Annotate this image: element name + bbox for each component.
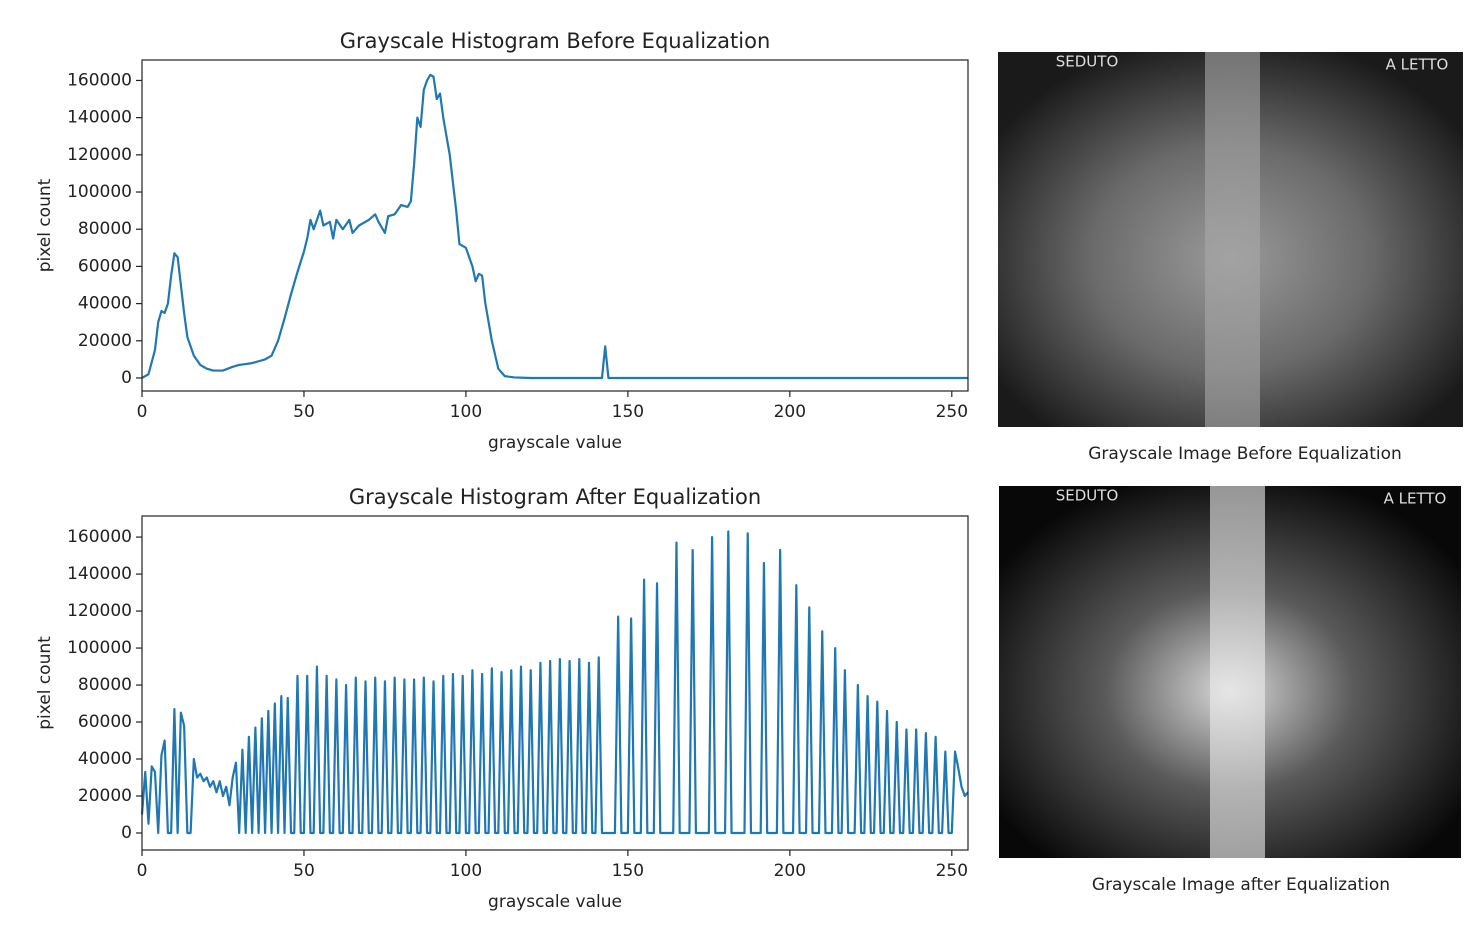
chart-title: Grayscale Histogram After Equalization	[349, 485, 761, 509]
x-tick-label: 200	[774, 402, 806, 422]
y-tick-label: 0	[121, 823, 132, 843]
image-label: SEDUTO	[1056, 53, 1119, 71]
x-tick-label: 200	[774, 861, 806, 881]
image-label: SEDUTO	[1056, 487, 1119, 505]
y-tick-label: 0	[121, 368, 132, 388]
x-tick-label: 250	[936, 861, 968, 881]
y-tick-label: 140000	[67, 564, 132, 584]
spine-shadow	[1210, 486, 1265, 858]
y-tick-label: 120000	[67, 145, 132, 165]
histogram-line	[140, 530, 969, 835]
y-tick-label: 60000	[78, 712, 132, 732]
image-caption: Grayscale Image Before Equalization	[1088, 444, 1402, 464]
y-tick-label: 80000	[78, 219, 132, 239]
y-tick-label: 20000	[78, 786, 132, 806]
y-tick-label: 160000	[67, 70, 132, 90]
histogram-line	[141, 73, 968, 380]
spine-shadow	[1205, 52, 1260, 427]
x-tick-label: 50	[293, 861, 315, 881]
plot-frame	[141, 515, 969, 851]
y-tick-label: 60000	[78, 256, 132, 276]
x-tick-label: 150	[612, 402, 644, 422]
y-tick-label: 120000	[67, 601, 132, 621]
x-tick-label: 50	[293, 402, 315, 422]
y-tick-label: 140000	[67, 108, 132, 128]
x-axis-label: grayscale value	[488, 892, 622, 912]
x-axis-label: grayscale value	[488, 433, 622, 453]
x-tick-label: 0	[137, 861, 148, 881]
y-tick-label: 40000	[78, 294, 132, 314]
x-tick-label: 150	[612, 861, 644, 881]
image-label: A LETTO	[1386, 56, 1449, 74]
x-tick-label: 0	[137, 402, 148, 422]
y-tick-label: 100000	[67, 638, 132, 658]
chart-title: Grayscale Histogram Before Equalization	[340, 29, 771, 53]
image-caption: Grayscale Image after Equalization	[1092, 875, 1390, 895]
xray-before: SEDUTO A LETTO Grayscale Image Before Eq…	[998, 52, 1463, 464]
y-tick-label: 160000	[67, 527, 132, 547]
x-tick-label: 250	[936, 402, 968, 422]
image-label: A LETTO	[1384, 490, 1447, 508]
x-tick-label: 100	[450, 402, 482, 422]
y-tick-label: 40000	[78, 749, 132, 769]
x-tick-label: 100	[450, 861, 482, 881]
y-tick-label: 80000	[78, 675, 132, 695]
xray-after: SEDUTO A LETTO Grayscale Image after Equ…	[999, 486, 1461, 895]
y-tick-label: 100000	[67, 182, 132, 202]
y-axis-label: pixel count	[35, 178, 55, 272]
y-tick-label: 20000	[78, 331, 132, 351]
plot-frame	[141, 59, 969, 392]
y-axis-label: pixel count	[35, 636, 55, 730]
